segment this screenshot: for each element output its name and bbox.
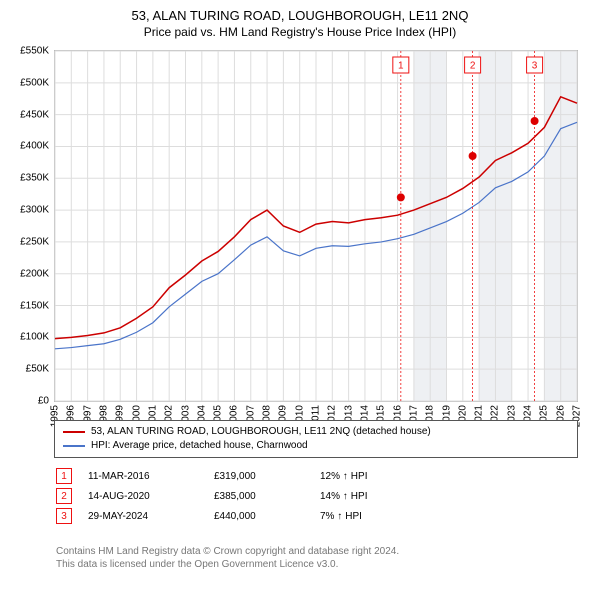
y-tick-label: £250K (20, 236, 49, 247)
chart-subtitle: Price paid vs. HM Land Registry's House … (0, 23, 600, 39)
event-delta: 14% ↑HPI (320, 491, 367, 502)
events-table: 1 11-MAR-2016 £319,000 12% ↑HPI 2 14-AUG-2020… (56, 468, 367, 528)
event-delta: 7% ↑HPI (320, 511, 362, 522)
y-tick-label: £200K (20, 268, 49, 279)
event-date: 11-MAR-2016 (88, 471, 198, 482)
legend-swatch (63, 431, 85, 433)
legend-label: HPI: Average price, detached house, Char… (91, 439, 308, 453)
arrow-up-icon: ↑ (343, 471, 348, 482)
y-tick-label: £450K (20, 109, 49, 120)
y-tick-label: £150K (20, 300, 49, 311)
footer-line1: Contains HM Land Registry data © Crown c… (56, 545, 399, 558)
event-number-box: 2 (56, 488, 72, 504)
event-date: 29-MAY-2024 (88, 511, 198, 522)
y-tick-label: £300K (20, 205, 49, 216)
y-tick-label: £50K (26, 364, 49, 375)
event-price: £440,000 (214, 511, 304, 522)
legend-row: 53, ALAN TURING ROAD, LOUGHBOROUGH, LE11… (63, 425, 569, 439)
event-row: 1 11-MAR-2016 £319,000 12% ↑HPI (56, 468, 367, 484)
arrow-up-icon: ↑ (337, 511, 342, 522)
svg-text:2: 2 (470, 61, 476, 72)
event-price: £319,000 (214, 471, 304, 482)
event-date: 14-AUG-2020 (88, 491, 198, 502)
y-tick-label: £550K (20, 46, 49, 57)
chart-plot-area: 123 £0£50K£100K£150K£200K£250K£300K£350K… (54, 50, 578, 402)
legend-row: HPI: Average price, detached house, Char… (63, 439, 569, 453)
event-row: 2 14-AUG-2020 £385,000 14% ↑HPI (56, 488, 367, 504)
event-number-box: 1 (56, 468, 72, 484)
footer-line2: This data is licensed under the Open Gov… (56, 558, 399, 571)
event-number-box: 3 (56, 508, 72, 524)
event-delta: 12% ↑HPI (320, 471, 367, 482)
arrow-up-icon: ↑ (343, 491, 348, 502)
svg-text:1: 1 (398, 61, 404, 72)
y-tick-label: £500K (20, 77, 49, 88)
event-row: 3 29-MAY-2024 £440,000 7% ↑HPI (56, 508, 367, 524)
chart-svg: 1 2 3 (55, 51, 577, 401)
legend-swatch (63, 445, 85, 447)
y-tick-label: £0 (38, 396, 49, 407)
chart-title: 53, ALAN TURING ROAD, LOUGHBOROUGH, LE11… (0, 0, 600, 23)
y-tick-label: £350K (20, 173, 49, 184)
svg-text:3: 3 (532, 61, 538, 72)
event-price: £385,000 (214, 491, 304, 502)
legend-box: 53, ALAN TURING ROAD, LOUGHBOROUGH, LE11… (54, 420, 578, 458)
footer-attribution: Contains HM Land Registry data © Crown c… (56, 545, 399, 571)
legend-label: 53, ALAN TURING ROAD, LOUGHBOROUGH, LE11… (91, 425, 431, 439)
y-tick-label: £100K (20, 332, 49, 343)
y-tick-label: £400K (20, 141, 49, 152)
